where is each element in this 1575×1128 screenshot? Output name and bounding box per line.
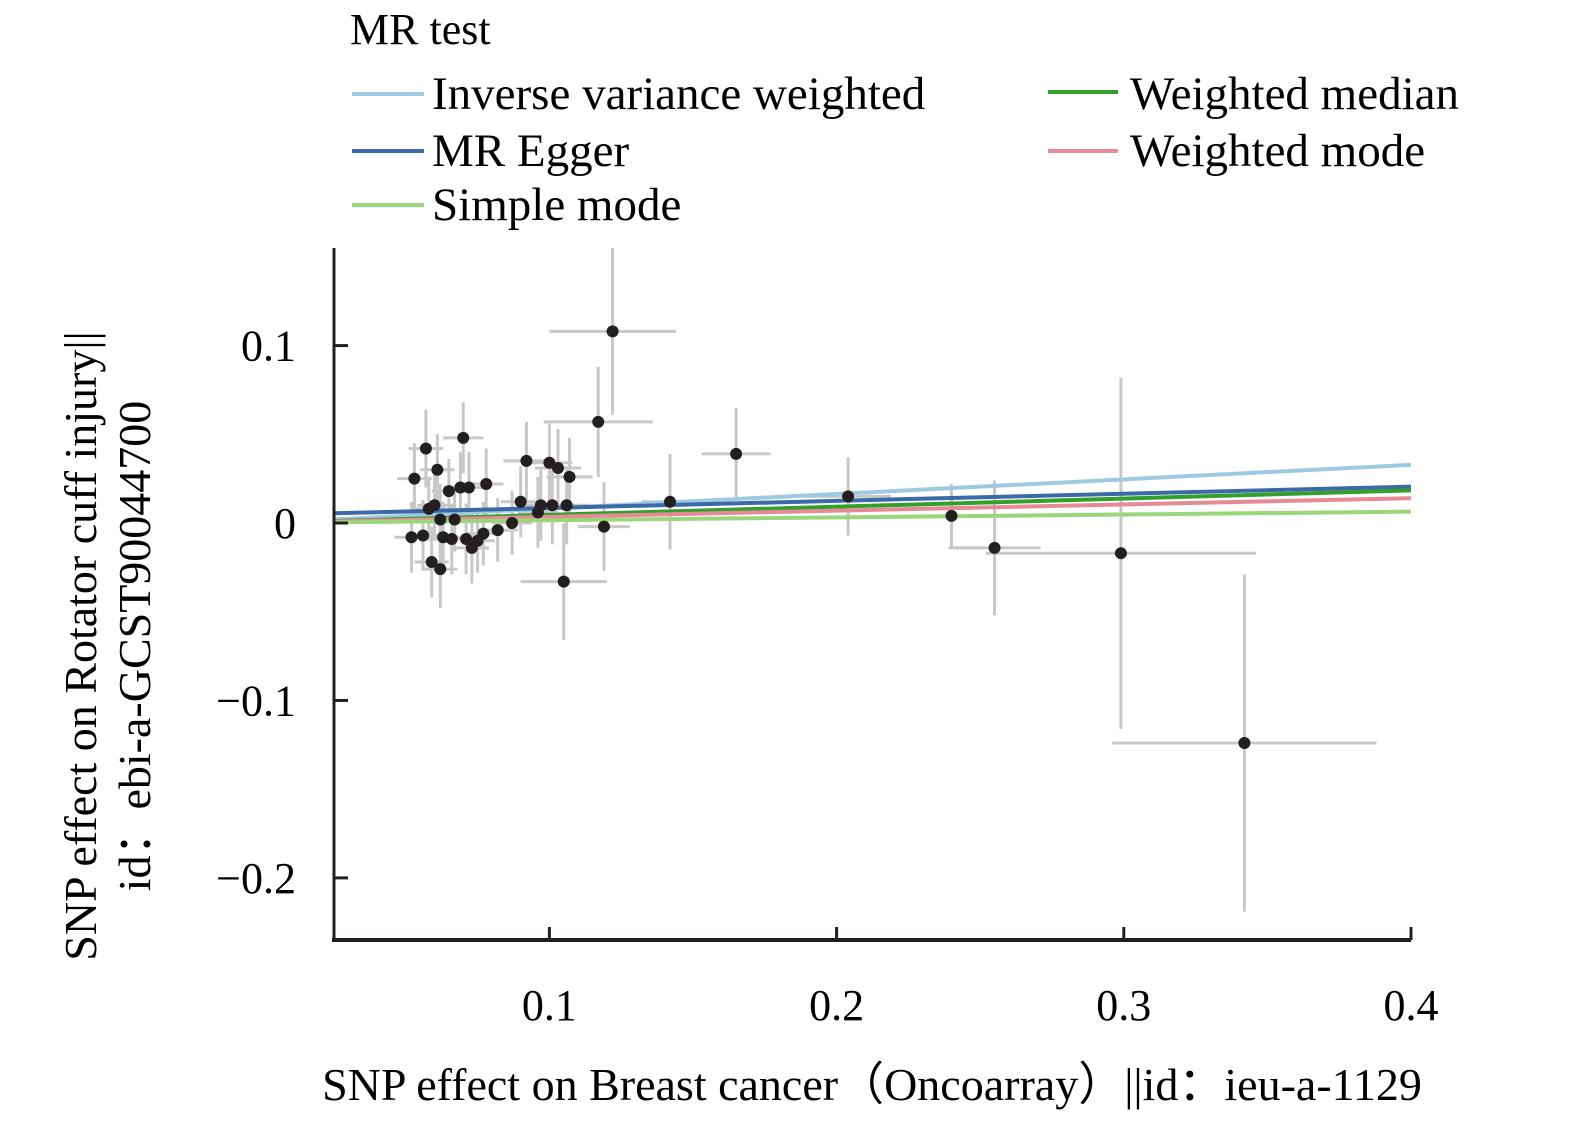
y-axis-label-line1: SNP effect on Rotator cuff injury|| [55,331,106,961]
data-point-28 [543,456,556,469]
data-point-39 [842,490,855,503]
data-point-42 [1114,547,1127,560]
data-point-13 [417,529,430,542]
data-point-5 [457,431,470,444]
data-point-10 [434,513,447,526]
legend-label-weighted-median: Weighted median [1130,68,1459,120]
x-axis-label: SNP effect on Breast cancer（Oncoarray）||… [322,1059,1422,1110]
y-tick-label-3: −0.2 [216,854,296,903]
legend: MR test Inverse variance weighted Weight… [350,5,1459,231]
data-point-9 [428,499,441,512]
data-point-32 [563,470,576,483]
data-point-15 [434,563,447,576]
x-tick-label-0: 0.1 [522,981,577,1030]
data-point-2 [431,463,444,476]
y-tick-label-2: −0.1 [216,676,296,725]
data-point-6 [462,481,475,494]
error-bars [394,248,1377,912]
data-point-24 [514,495,527,508]
data-point-37 [664,495,677,508]
data-points [405,325,1251,750]
y-tick-label-0: 0.1 [241,322,296,371]
data-point-21 [477,527,490,540]
data-point-30 [552,462,565,475]
data-point-34 [592,415,605,428]
x-ticks: 0.1 0.2 0.3 0.4 [522,927,1439,1030]
legend-title: MR test [350,5,491,54]
data-point-3 [442,485,455,498]
x-tick-label-2: 0.3 [1096,981,1151,1030]
data-point-14 [425,556,438,569]
data-point-36 [606,325,619,338]
x-tick-label-1: 0.2 [809,981,864,1030]
legend-label-mr-egger: MR Egger [432,125,629,177]
data-point-33 [557,575,570,588]
regression-lines [333,462,1412,525]
data-point-41 [988,541,1001,554]
legend-label-simple-mode: Simple mode [432,179,681,231]
data-point-7 [480,477,493,490]
data-point-25 [520,454,533,467]
x-tick-label-3: 0.4 [1384,981,1439,1030]
y-axis-label-line2: id：ebi-a-GCST90044700 [109,401,160,892]
data-point-17 [445,532,458,545]
data-point-27 [534,499,547,512]
axes [332,248,1411,942]
data-point-18 [460,532,473,545]
legend-label-ivw: Inverse variance weighted [432,68,925,120]
y-tick-label-1: 0 [274,499,296,548]
y-axis-label: SNP effect on Rotator cuff injury|| id：e… [55,331,160,961]
data-point-40 [945,509,958,522]
data-point-31 [560,499,573,512]
data-point-22 [491,524,504,537]
y-ticks: 0.1 0 −0.1 −0.2 [216,322,348,903]
fit-line-mr-egger [333,484,1412,516]
data-point-38 [730,447,743,460]
data-point-11 [448,513,461,526]
data-point-43 [1238,737,1251,750]
data-point-12 [405,531,418,544]
data-point-29 [546,499,559,512]
data-point-35 [597,520,610,533]
legend-label-weighted-mode: Weighted mode [1130,125,1425,177]
data-point-1 [419,442,432,455]
data-point-4 [454,481,467,494]
data-point-0 [408,472,421,485]
data-point-23 [506,517,519,530]
